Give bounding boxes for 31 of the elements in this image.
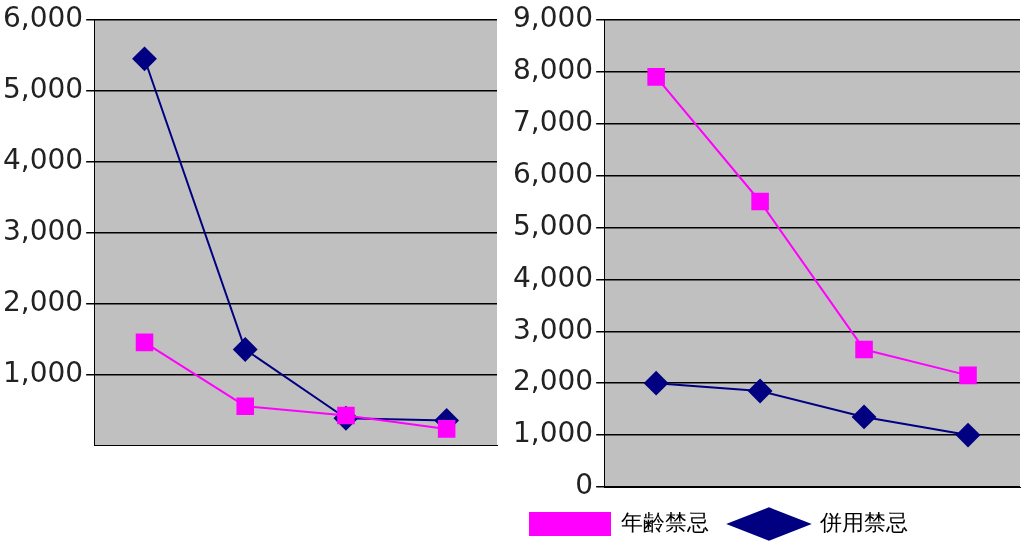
y-tick-label: 6,000	[2, 1, 84, 35]
y-tick-label: 3,000	[512, 312, 594, 346]
point	[956, 423, 981, 448]
y-tick-label: 9,000	[512, 1, 594, 35]
point	[236, 397, 254, 415]
y-tick-label: 7,000	[512, 104, 594, 138]
y-tick-label: 0	[575, 468, 594, 502]
point	[855, 340, 873, 359]
legend-label: 併用禁忌	[819, 509, 908, 535]
point	[852, 404, 877, 429]
y-tick-label: 1,000	[512, 416, 594, 450]
y-tick-label: 2,000	[2, 284, 84, 318]
point	[233, 337, 258, 362]
point	[959, 366, 977, 385]
y-tick-label: 1,000	[2, 355, 84, 389]
y-tick-label: 6,000	[512, 156, 594, 190]
y-tick-label: 3,000	[2, 213, 84, 247]
point	[132, 46, 157, 71]
y-tick-label: 2,000	[512, 364, 594, 398]
point	[437, 420, 456, 438]
y-tick-label: 8,000	[512, 52, 594, 86]
y-tick-label: 4,000	[2, 142, 84, 176]
y-tick-label: 5,000	[512, 208, 594, 242]
legend-label: 年齢禁忌	[621, 509, 709, 535]
point	[644, 371, 669, 396]
y-tick-label: 5,000	[2, 71, 84, 105]
point	[647, 68, 665, 86]
point	[748, 378, 773, 403]
point	[135, 333, 154, 352]
y-tick-label: 4,000	[512, 260, 594, 294]
point	[751, 192, 769, 211]
